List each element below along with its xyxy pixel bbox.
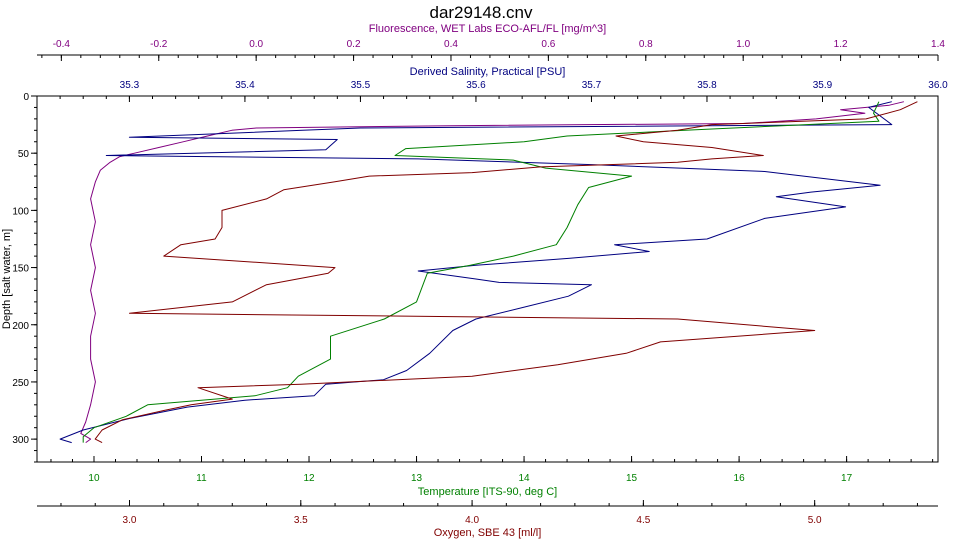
x-axis-temperature: 10 11 12 13 14 15 16 17 Temperature [ITS-90, deg… — [50, 456, 934, 498]
tick-label: 35.9 — [813, 80, 833, 91]
tick-label: 35.7 — [582, 80, 602, 91]
series-line-temperature — [82, 101, 880, 443]
tick-label: 200 — [12, 321, 29, 332]
x-axis-oxygen: 3.0 3.5 4.0 4.5 5.0 Oxygen, SBE 43 [ml/l] — [37, 500, 938, 539]
axes: -0.4 -0.2 0.0 0.2 0.4 0.6 0.8 1.0 1.2 1.4 Fluoresc… — [1, 23, 948, 539]
tick-label: 100 — [12, 206, 29, 217]
tick-label: 0.4 — [444, 39, 458, 50]
tick-label: 13 — [411, 473, 423, 484]
axis-title: Derived Salinity, Practical [PSU] — [410, 66, 566, 78]
tick-label: -0.4 — [53, 39, 71, 50]
tick-label: 35.3 — [120, 80, 140, 91]
tick-label: 36.0 — [928, 80, 948, 91]
series-line-oxygen — [94, 101, 918, 444]
tick-label: 150 — [12, 264, 29, 275]
tick-label: 17 — [841, 473, 853, 484]
tick-label: 0.0 — [249, 39, 263, 50]
tick-label: 16 — [734, 473, 746, 484]
tick-label: 10 — [88, 473, 100, 484]
tick-label: 4.5 — [636, 515, 650, 526]
tick-label: 12 — [303, 473, 315, 484]
tick-label: 1.2 — [834, 39, 848, 50]
tick-label: 4.0 — [465, 515, 479, 526]
axis-title: Oxygen, SBE 43 [ml/l] — [434, 527, 542, 539]
tick-label: 15 — [626, 473, 638, 484]
tick-label: 1.4 — [931, 39, 945, 50]
tick-label: 1.0 — [736, 39, 750, 50]
tick-label: 50 — [18, 149, 30, 160]
tick-label: 250 — [12, 378, 29, 389]
x-axis-salinity: 35.3 35.4 35.5 35.6 35.7 35.8 35.9 36.0 Derived … — [36, 66, 948, 102]
tick-label: 35.5 — [351, 80, 371, 91]
axis-title: Fluorescence, WET Labs ECO-AFL/FL [mg/m^… — [369, 23, 606, 35]
series-lines — [59, 101, 918, 444]
tick-label: 35.8 — [697, 80, 717, 91]
tick-label: 3.5 — [294, 515, 308, 526]
tick-label: 300 — [12, 435, 29, 446]
tick-label: 0 — [23, 92, 29, 103]
tick-label: 35.4 — [235, 80, 255, 91]
tick-label: 35.6 — [466, 80, 486, 91]
chart-title: dar29148.cnv — [429, 3, 533, 22]
tick-label: 14 — [518, 473, 530, 484]
tick-label: 5.0 — [808, 515, 822, 526]
y-axis-depth: 0 50 100 150 200 250 300 Depth [salt water, m] — [1, 92, 37, 463]
series-line-salinity — [59, 101, 893, 444]
axis-title: Depth [salt water, m] — [1, 229, 13, 329]
x-axis-fluorescence: -0.4 -0.2 0.0 0.2 0.4 0.6 0.8 1.0 1.2 1.4 Fluoresc… — [37, 23, 945, 61]
tick-label: 11 — [196, 473, 207, 484]
plot-area — [36, 95, 939, 463]
tick-label: 0.2 — [347, 39, 361, 50]
tick-label: 3.0 — [123, 515, 137, 526]
tick-label: -0.2 — [150, 39, 168, 50]
axis-title: Temperature [ITS-90, deg C] — [418, 486, 557, 498]
tick-label: 0.8 — [639, 39, 653, 50]
tick-label: 0.6 — [541, 39, 555, 50]
